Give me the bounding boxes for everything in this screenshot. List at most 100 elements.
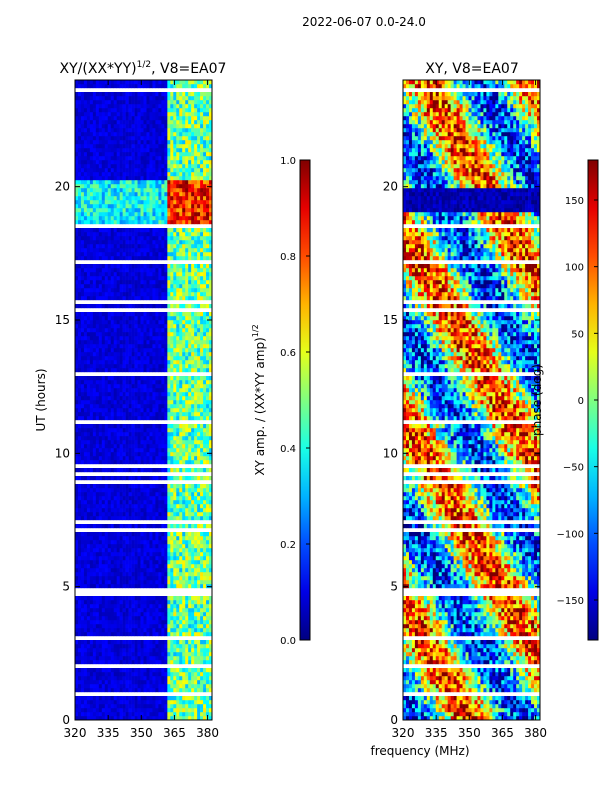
amp-heatmap-cell bbox=[173, 384, 177, 389]
amp-heatmap-cell bbox=[89, 496, 94, 501]
amp-heatmap-cell bbox=[209, 276, 213, 281]
amp-heatmap-cell bbox=[107, 380, 112, 385]
amp-heatmap-cell bbox=[92, 656, 97, 661]
amp-heatmap-cell bbox=[86, 452, 91, 457]
amp-heatmap-cell bbox=[164, 240, 168, 245]
amp-heatmap-cell bbox=[107, 468, 112, 473]
amp-heatmap-cell bbox=[140, 368, 144, 373]
amp-heatmap-cell bbox=[116, 452, 120, 457]
amp-heatmap-cell bbox=[203, 616, 207, 621]
amp-heatmap-cell bbox=[152, 532, 156, 537]
amp-heatmap-cell bbox=[185, 356, 189, 361]
amp-heatmap-cell bbox=[188, 544, 192, 549]
amp-heatmap-cell bbox=[203, 304, 207, 309]
amp-heatmap-cell bbox=[86, 604, 91, 609]
amp-heatmap-cell bbox=[176, 312, 180, 317]
amp-heatmap-cell bbox=[125, 236, 129, 241]
amp-heatmap-cell bbox=[83, 576, 88, 581]
amp-heatmap-cell bbox=[89, 360, 94, 365]
amp-heatmap-cell bbox=[116, 560, 120, 565]
amp-heatmap-cell bbox=[119, 708, 123, 713]
amp-heatmap-cell bbox=[98, 272, 103, 277]
amp-heatmap-cell bbox=[83, 272, 88, 277]
amp-heatmap-cell bbox=[173, 696, 177, 701]
amp-heatmap-cell bbox=[185, 324, 189, 329]
amp-heatmap-cell bbox=[86, 304, 91, 309]
amp-heatmap-cell bbox=[140, 672, 144, 677]
amp-heatmap-cell bbox=[203, 460, 207, 465]
amp-heatmap-cell bbox=[191, 624, 195, 629]
amp-heatmap-cell bbox=[197, 296, 201, 301]
amp-heatmap-cell bbox=[125, 328, 129, 333]
amp-heatmap-cell bbox=[77, 556, 82, 561]
amp-heatmap-cell bbox=[149, 712, 153, 717]
amp-heatmap-cell bbox=[131, 640, 135, 645]
amp-heatmap-cell bbox=[134, 280, 138, 285]
amp-heatmap-cell bbox=[179, 296, 183, 301]
amp-heatmap-cell bbox=[170, 376, 174, 381]
amp-heatmap-cell bbox=[167, 536, 171, 541]
amp-heatmap-cell bbox=[92, 344, 97, 349]
amp-heatmap-cell bbox=[134, 624, 138, 629]
amp-heatmap-cell bbox=[83, 572, 88, 577]
amp-heatmap-cell bbox=[92, 292, 97, 297]
amp-heatmap-cell bbox=[203, 236, 207, 241]
amp-heatmap-cell bbox=[191, 500, 195, 505]
amp-heatmap-cell bbox=[110, 576, 115, 581]
amp-heatmap-cell bbox=[194, 408, 198, 413]
amp-heatmap-cell bbox=[122, 600, 126, 605]
amp-heatmap-cell bbox=[185, 548, 189, 553]
amp-heatmap-cell bbox=[170, 408, 174, 413]
amp-heatmap-cell bbox=[134, 540, 138, 545]
amp-heatmap-cell bbox=[203, 688, 207, 693]
amp-heatmap-cell bbox=[194, 468, 198, 473]
amp-heatmap-cell bbox=[98, 516, 103, 521]
amp-heatmap-cell bbox=[98, 328, 103, 333]
amp-heatmap-cell bbox=[146, 276, 150, 281]
amp-heatmap-cell bbox=[131, 584, 135, 589]
amp-heatmap-cell bbox=[80, 316, 85, 321]
amp-heatmap-cell bbox=[158, 256, 162, 261]
amp-heatmap-cell bbox=[185, 716, 189, 721]
amp-heatmap-cell bbox=[77, 440, 82, 445]
amp-heatmap-cell bbox=[134, 628, 138, 633]
amp-heatmap-cell bbox=[209, 684, 213, 689]
amp-heatmap-cell bbox=[101, 552, 106, 557]
amp-heatmap-cell bbox=[104, 536, 109, 541]
amp-heatmap-cell bbox=[200, 244, 204, 249]
amp-heatmap-cell bbox=[188, 228, 192, 233]
amp-heatmap-cell bbox=[194, 316, 198, 321]
amp-heatmap-cell bbox=[107, 252, 112, 257]
amp-heatmap-cell bbox=[134, 696, 138, 701]
amp-heatmap-cell bbox=[158, 412, 162, 417]
amp-heatmap-cell bbox=[167, 696, 171, 701]
amp-heatmap-cell bbox=[122, 408, 126, 413]
amp-heatmap-cell bbox=[107, 604, 112, 609]
amp-heatmap-cell bbox=[167, 644, 171, 649]
amp-heatmap-cell bbox=[113, 248, 117, 253]
amp-heatmap-cell bbox=[140, 344, 144, 349]
amp-heatmap-cell bbox=[131, 376, 135, 381]
amp-heatmap-cell bbox=[86, 668, 91, 673]
amp-heatmap-cell bbox=[146, 644, 150, 649]
amp-heatmap-cell bbox=[98, 524, 103, 529]
amp-heatmap-cell bbox=[170, 712, 174, 717]
amp-heatmap-cell bbox=[158, 320, 162, 325]
amp-heatmap-cell bbox=[143, 716, 147, 721]
amp-heatmap-cell bbox=[146, 552, 150, 557]
amp-heatmap-cell bbox=[176, 684, 180, 689]
amp-heatmap-cell bbox=[158, 596, 162, 601]
amp-heatmap-cell bbox=[161, 440, 165, 445]
amp-heatmap-cell bbox=[75, 268, 79, 273]
amp-heatmap-cell bbox=[128, 404, 132, 409]
amp-heatmap-cell bbox=[179, 496, 183, 501]
amp-heatmap-cell bbox=[206, 384, 210, 389]
amp-heatmap-cell bbox=[143, 400, 147, 405]
amp-heatmap-cell bbox=[209, 648, 213, 653]
amp-heatmap-cell bbox=[128, 568, 132, 573]
amp-heatmap-cell bbox=[191, 476, 195, 481]
amp-heatmap-cell bbox=[98, 376, 103, 381]
amp-heatmap-cell bbox=[89, 620, 94, 625]
amp-heatmap-cell bbox=[182, 436, 186, 441]
amp-heatmap-cell bbox=[95, 604, 100, 609]
